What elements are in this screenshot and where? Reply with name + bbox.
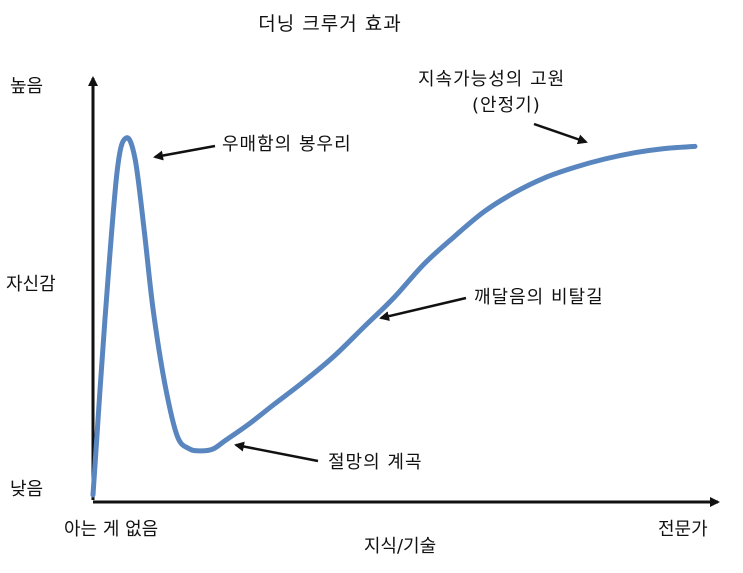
y-axis-label: 자신감 <box>6 274 56 295</box>
annotation-plateau: 지속가능성의 고원 <box>418 69 565 90</box>
chart-title: 더닝 크루거 효과 <box>258 13 401 35</box>
x-tick-novice: 아는 게 없음 <box>64 519 158 540</box>
y-tick-low: 낮음 <box>10 479 43 500</box>
arrow-slope <box>379 296 467 322</box>
arrow-valley <box>234 441 319 463</box>
annotation-slope: 깨달음의 비탈길 <box>474 287 604 308</box>
arrow-peak <box>153 144 216 161</box>
arrow-plateau <box>533 122 588 145</box>
annotation-peak: 우매함의 봉우리 <box>222 134 352 155</box>
confidence-curve <box>90 135 698 498</box>
annotation-valley: 절망의 계곡 <box>328 452 423 473</box>
annotation-plateau-sub: (안정기) <box>472 95 541 116</box>
y-tick-high: 높음 <box>10 76 43 97</box>
x-axis-label: 지식/기술 <box>364 536 436 557</box>
x-tick-expert: 전문가 <box>658 519 708 540</box>
